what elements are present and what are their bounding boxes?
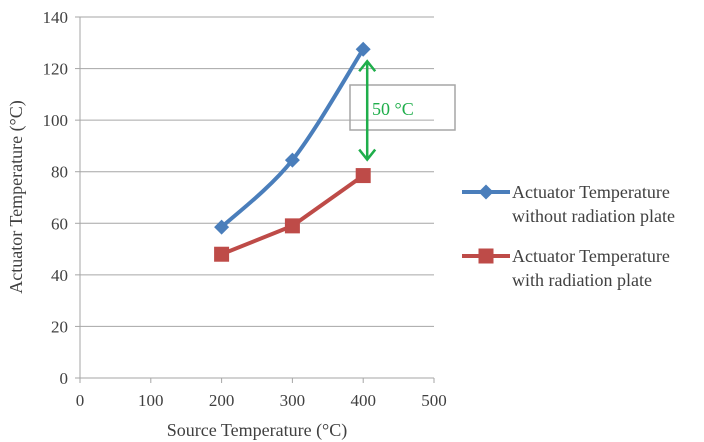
legend-marker-1: [478, 184, 494, 200]
data-point-s1-1: [214, 219, 230, 235]
data-point-s2-1: [214, 246, 230, 262]
x-tick-label: 400: [350, 391, 376, 410]
series-line-1: [219, 47, 366, 230]
y-tick-label: 120: [43, 60, 69, 79]
x-tick-label: 200: [209, 391, 235, 410]
data-point-s2-2: [284, 218, 300, 234]
data-point-s1-3: [355, 41, 371, 57]
gridlines: [80, 16, 434, 327]
legend-label-1: without radiation plate: [512, 206, 675, 226]
annotation-box: [349, 84, 456, 131]
y-tick-label: 0: [60, 369, 69, 388]
series-line-2: [219, 173, 366, 257]
legend-label-2: Actuator Temperature: [512, 246, 670, 266]
y-tick-label: 100: [43, 111, 69, 130]
y-axis-title: Actuator Temperature (°C): [6, 100, 27, 294]
x-tick-label: 300: [280, 391, 306, 410]
annotation-arrowhead-top: [358, 59, 377, 73]
x-tick-label: 0: [76, 391, 85, 410]
x-tick-labels: 0 100 200 300 400 500: [76, 391, 447, 410]
legend: Actuator Temperature without radiation pl…: [462, 182, 675, 290]
legend-label-1: Actuator Temperature: [512, 182, 670, 202]
x-tick-label: 500: [421, 391, 447, 410]
series-group: [214, 41, 371, 262]
annotation-arrowhead-bottom: [358, 148, 377, 162]
y-tick-labels: 0 20 40 60 80 100 120 140: [43, 8, 69, 388]
x-axis-title: Source Temperature (°C): [167, 420, 348, 441]
y-tick-label: 140: [43, 8, 69, 27]
legend-label-2: with radiation plate: [512, 270, 652, 290]
annotation: 50 °C: [349, 59, 456, 162]
y-tick-label: 60: [51, 214, 68, 233]
x-tick-label: 100: [138, 391, 164, 410]
data-point-s1-2: [284, 152, 300, 168]
legend-marker-2: [478, 248, 494, 264]
axes: [75, 16, 435, 383]
y-tick-label: 40: [51, 266, 68, 285]
annotation-label: 50 °C: [372, 99, 414, 119]
y-tick-label: 80: [51, 163, 68, 182]
data-point-s2-3: [355, 168, 371, 184]
y-tick-label: 20: [51, 317, 68, 336]
